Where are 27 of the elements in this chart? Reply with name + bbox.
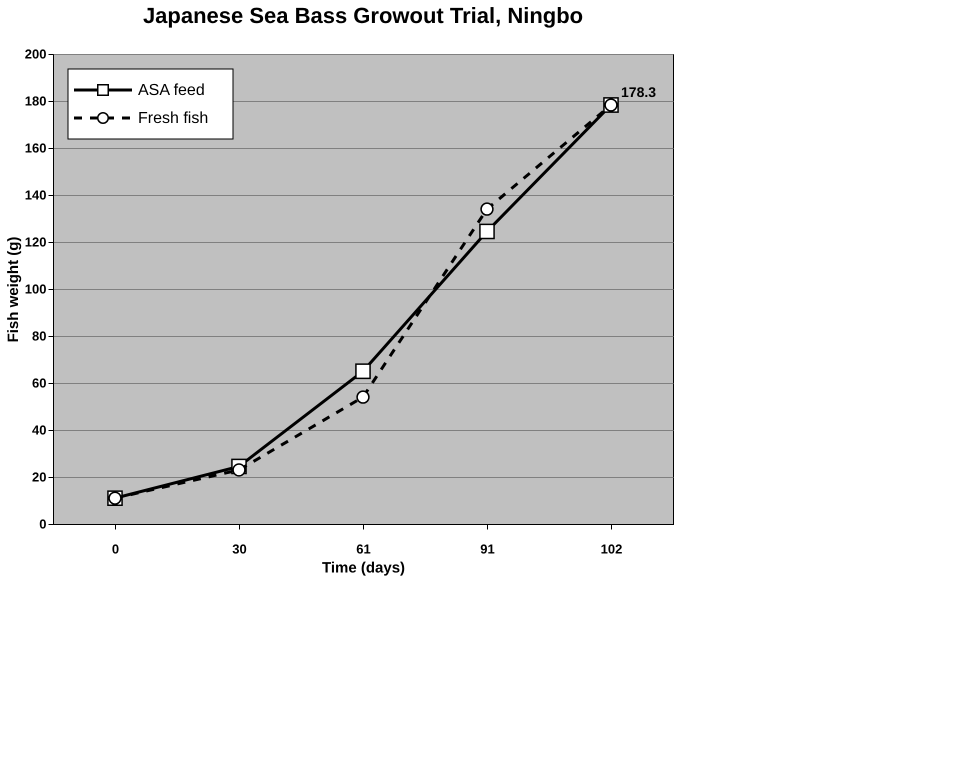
y-tick-label: 20 — [32, 470, 46, 484]
x-axis-title: Time (days) — [322, 560, 406, 576]
x-tick-label: 0 — [112, 542, 120, 556]
y-tick-label: 80 — [32, 328, 46, 344]
y-tick-label: 60 — [32, 376, 46, 390]
y-tick-label: 100 — [24, 282, 46, 296]
y-tick-label: 120 — [24, 234, 46, 250]
legend-label: ASA feed — [138, 82, 205, 99]
point — [356, 390, 370, 404]
y-tick-label: 200 — [24, 46, 46, 62]
annotation: 178.3 — [621, 84, 656, 100]
y-tick-label: 160 — [24, 140, 46, 156]
point — [480, 202, 494, 216]
chart-title: Japanese Sea Bass Growout Trial, Ningbo — [142, 3, 584, 28]
x-tick-label: 91 — [480, 542, 495, 556]
point — [232, 463, 246, 477]
point — [355, 363, 371, 380]
y-axis-title: Fish weight (g) — [4, 236, 22, 342]
x-tick-label: 30 — [232, 542, 247, 556]
y-tick-label: 140 — [24, 188, 46, 202]
x-tick-label: 102 — [600, 542, 622, 556]
legend-label: Fresh fish — [138, 110, 208, 127]
x-tick-label: 61 — [356, 542, 371, 556]
y-tick-label: 180 — [24, 94, 46, 108]
point — [479, 224, 495, 240]
y-tick-label: 0 — [39, 516, 46, 532]
y-tick-label: 40 — [32, 422, 46, 438]
